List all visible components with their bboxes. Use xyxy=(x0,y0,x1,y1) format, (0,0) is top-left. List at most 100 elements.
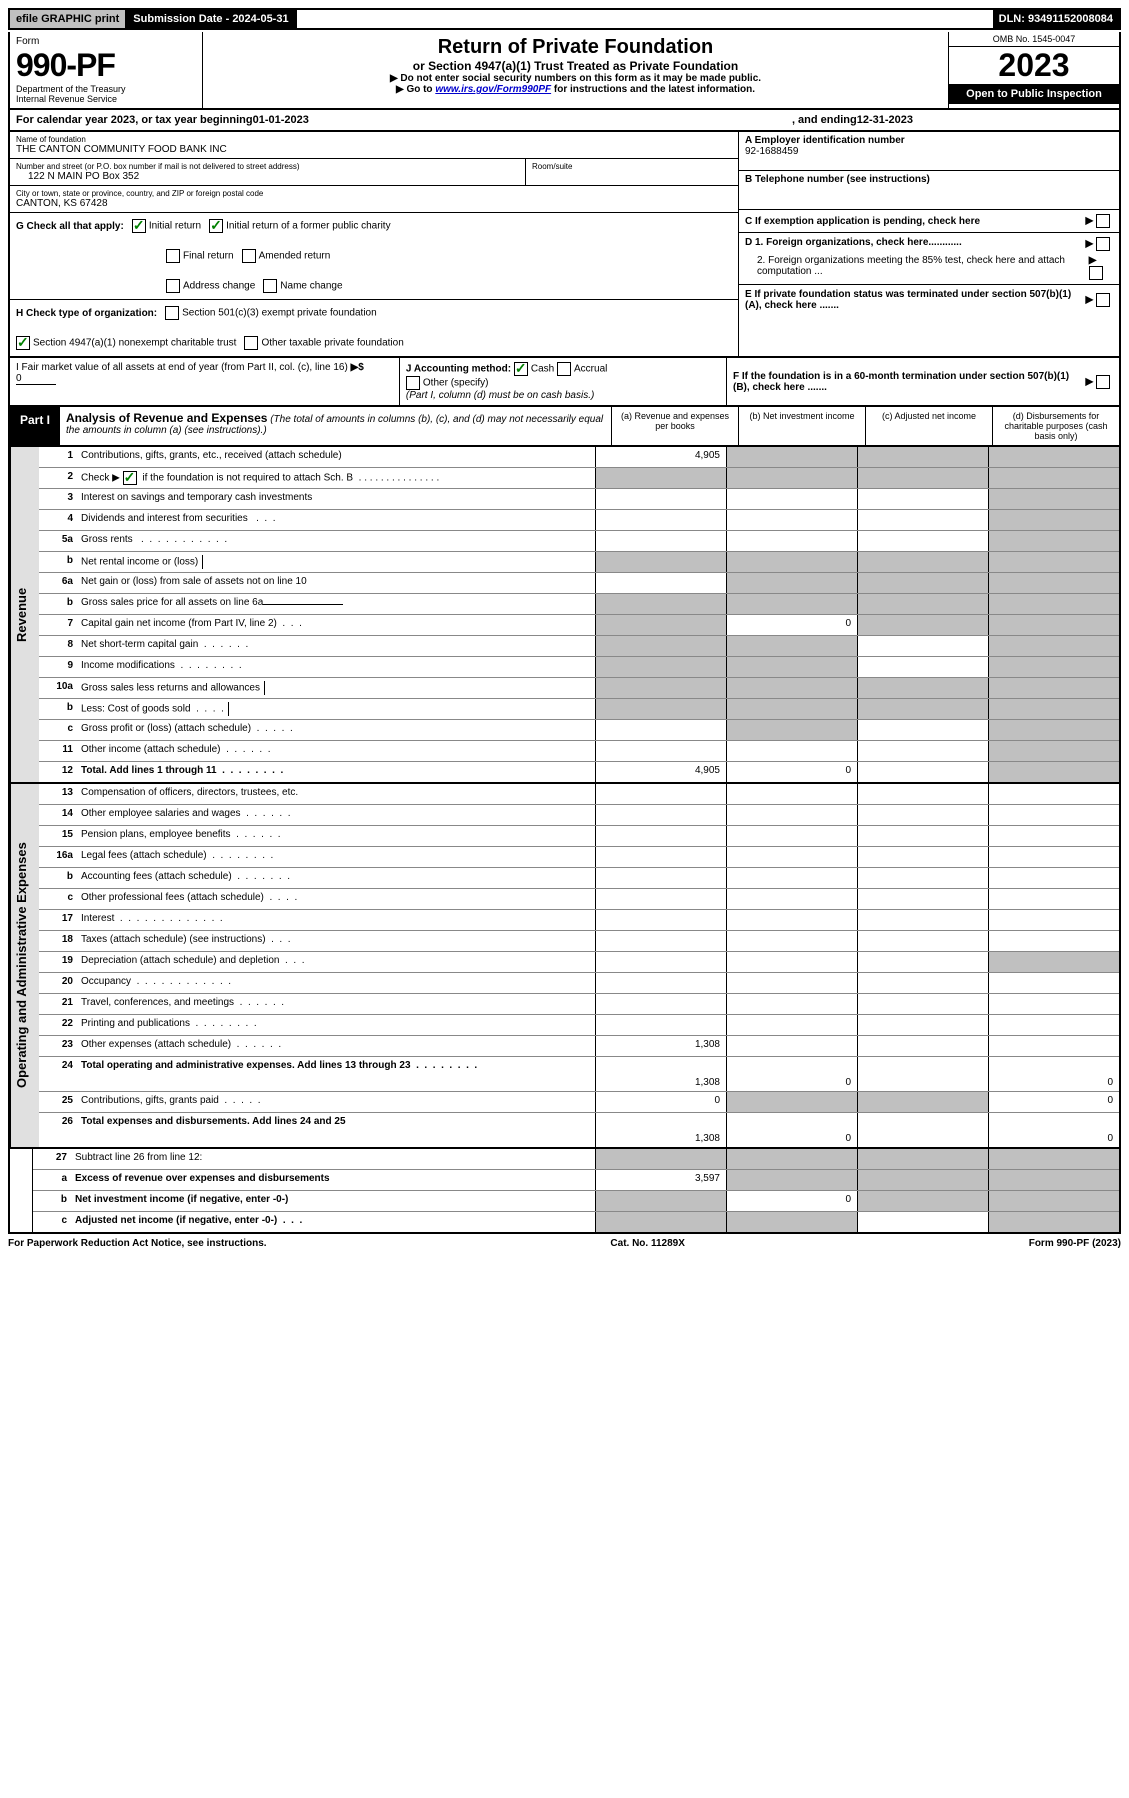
irs-form-link[interactable]: www.irs.gov/Form990PF xyxy=(435,84,551,95)
col-a xyxy=(595,636,726,656)
line-desc: Less: Cost of goods sold . . . . xyxy=(77,699,595,719)
line-9: 9 Income modifications . . . . . . . . xyxy=(39,657,1119,678)
col-c xyxy=(857,1057,988,1091)
col-a xyxy=(595,931,726,951)
sec4947-label: Section 4947(a)(1) nonexempt charitable … xyxy=(33,338,236,349)
sec4947-checkbox[interactable] xyxy=(16,336,30,350)
omb-number: OMB No. 1545-0047 xyxy=(949,32,1119,47)
i-arrow: ▶$ xyxy=(351,362,364,373)
instr-post: for instructions and the latest informat… xyxy=(554,84,755,95)
line-24: 24 Total operating and administrative ex… xyxy=(39,1057,1119,1092)
e-checkbox[interactable] xyxy=(1096,293,1110,307)
accrual-checkbox[interactable] xyxy=(557,362,571,376)
col-d xyxy=(988,594,1119,614)
line-desc: Other employee salaries and wages . . . … xyxy=(77,805,595,825)
line-num: c xyxy=(39,720,77,740)
footer-center: Cat. No. 11289X xyxy=(610,1238,684,1249)
line-num: 27 xyxy=(33,1149,71,1169)
col-a xyxy=(595,510,726,530)
line-num: 15 xyxy=(39,826,77,846)
efile-print-button[interactable]: efile GRAPHIC print xyxy=(10,10,127,28)
d1-checkbox[interactable] xyxy=(1096,237,1110,251)
col-b xyxy=(726,594,857,614)
line-num: 6a xyxy=(39,573,77,593)
col-d xyxy=(988,615,1119,635)
col-d xyxy=(988,1149,1119,1169)
line-num: 3 xyxy=(39,489,77,509)
e-check-row: E If private foundation status was termi… xyxy=(739,285,1119,315)
col-b xyxy=(726,847,857,867)
line-desc: Income modifications . . . . . . . . xyxy=(77,657,595,677)
d2-checkbox[interactable] xyxy=(1089,266,1103,280)
col-a xyxy=(595,805,726,825)
f-checkbox[interactable] xyxy=(1096,375,1110,389)
city-state-zip: CANTON, KS 67428 xyxy=(16,198,732,209)
col-a xyxy=(595,489,726,509)
amended-return-checkbox[interactable] xyxy=(242,249,256,263)
col-d xyxy=(988,805,1119,825)
line-num: 19 xyxy=(39,952,77,972)
initial-public-checkbox[interactable] xyxy=(209,219,223,233)
name-change-checkbox[interactable] xyxy=(263,279,277,293)
col-a xyxy=(595,889,726,909)
col-c xyxy=(857,784,988,804)
sch-b-checkbox[interactable] xyxy=(123,471,137,485)
foundation-name: THE CANTON COMMUNITY FOOD BANK INC xyxy=(16,144,732,155)
other-taxable-checkbox[interactable] xyxy=(244,336,258,350)
address-row: Number and street (or P.O. box number if… xyxy=(10,159,738,186)
line-num: 10a xyxy=(39,678,77,698)
revenue-body: 1 Contributions, gifts, grants, etc., re… xyxy=(39,447,1119,782)
expenses-body: 13 Compensation of officers, directors, … xyxy=(39,784,1119,1147)
col-c xyxy=(857,636,988,656)
col-c xyxy=(857,468,988,488)
line-num: 13 xyxy=(39,784,77,804)
street-address: 122 N MAIN PO Box 352 xyxy=(16,171,519,182)
cal-pre: For calendar year 2023, or tax year begi… xyxy=(16,114,253,126)
foundation-name-cell: Name of foundation THE CANTON COMMUNITY … xyxy=(10,132,738,159)
col-b xyxy=(726,1015,857,1035)
col-b xyxy=(726,1036,857,1056)
line-num: 23 xyxy=(39,1036,77,1056)
line-20: 20 Occupancy . . . . . . . . . . . . xyxy=(39,973,1119,994)
footer-right: Form 990-PF (2023) xyxy=(1029,1238,1121,1249)
col-c xyxy=(857,1170,988,1190)
col-a xyxy=(595,573,726,593)
line-26: 26 Total expenses and disbursements. Add… xyxy=(39,1113,1119,1147)
col-c xyxy=(857,1092,988,1112)
col-a: 0 xyxy=(595,1092,726,1112)
line-27: 27 Subtract line 26 from line 12: xyxy=(33,1149,1119,1170)
initial-return-checkbox[interactable] xyxy=(132,219,146,233)
cash-checkbox[interactable] xyxy=(514,362,528,376)
initial-public-label: Initial return of a former public charit… xyxy=(226,221,391,232)
line-desc: Legal fees (attach schedule) . . . . . .… xyxy=(77,847,595,867)
part1-desc: Analysis of Revenue and Expenses (The to… xyxy=(60,407,611,445)
line-6a: 6a Net gain or (loss) from sale of asset… xyxy=(39,573,1119,594)
col-d xyxy=(988,678,1119,698)
other-method-checkbox[interactable] xyxy=(406,376,420,390)
sec501-label: Section 501(c)(3) exempt private foundat… xyxy=(182,308,377,319)
sec501-checkbox[interactable] xyxy=(165,306,179,320)
col-b xyxy=(726,468,857,488)
col-a xyxy=(595,720,726,740)
final-return-label: Final return xyxy=(183,251,234,262)
col-a xyxy=(595,531,726,551)
i-label: I Fair market value of all assets at end… xyxy=(16,362,348,373)
line-desc: Total expenses and disbursements. Add li… xyxy=(77,1113,595,1147)
col-c xyxy=(857,1113,988,1147)
line-num: b xyxy=(39,868,77,888)
line-12: 12 Total. Add lines 1 through 11 . . . .… xyxy=(39,762,1119,782)
other-method-label: Other (specify) xyxy=(423,378,489,389)
col-c xyxy=(857,678,988,698)
line-17: 17 Interest . . . . . . . . . . . . . xyxy=(39,910,1119,931)
line-5b: b Net rental income or (loss) xyxy=(39,552,1119,573)
final-return-checkbox[interactable] xyxy=(166,249,180,263)
col-a xyxy=(595,1015,726,1035)
form-label: Form xyxy=(16,36,196,47)
col-c xyxy=(857,931,988,951)
h-label: H Check type of organization: xyxy=(16,308,157,319)
col-d xyxy=(988,952,1119,972)
section-j: J Accounting method: Cash Accrual Other … xyxy=(400,358,727,405)
address-change-checkbox[interactable] xyxy=(166,279,180,293)
c-checkbox[interactable] xyxy=(1096,214,1110,228)
col-d: 0 xyxy=(988,1057,1119,1091)
